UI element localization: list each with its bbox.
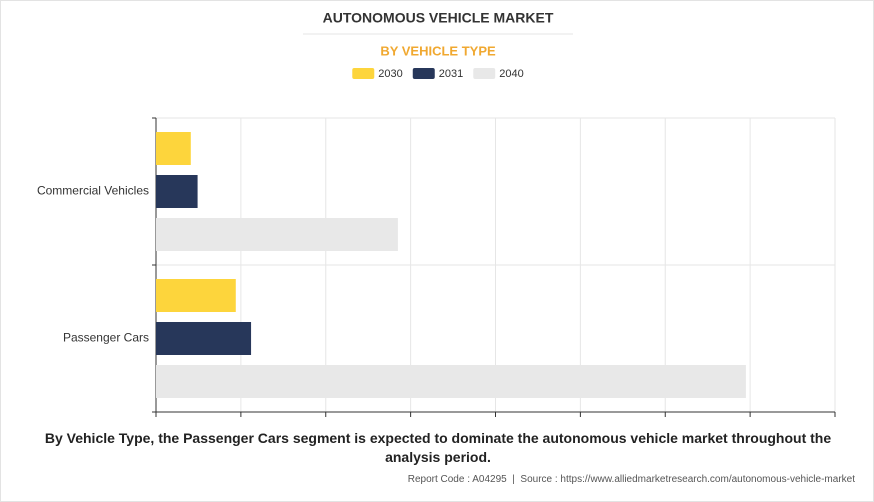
y-tick-label: Passenger Cars bbox=[63, 331, 149, 345]
bar bbox=[156, 218, 398, 251]
legend: 2030 2031 2040 bbox=[352, 68, 524, 80]
chart: AUTONOMOUS VEHICLE MARKET BY VEHICLE TYP… bbox=[37, 10, 836, 417]
chart-title: AUTONOMOUS VEHICLE MARKET bbox=[323, 10, 554, 26]
legend-swatch bbox=[473, 68, 496, 79]
legend-item: 2040 bbox=[473, 68, 524, 80]
footer: Report Code : A04295 | Source : https://… bbox=[407, 474, 855, 485]
legend-swatch bbox=[352, 68, 375, 79]
legend-label: 2040 bbox=[499, 68, 523, 80]
bar bbox=[156, 132, 191, 165]
legend-swatch bbox=[412, 68, 435, 79]
y-tick-label: Commercial Vehicles bbox=[37, 184, 149, 198]
legend-label: 2030 bbox=[378, 68, 402, 80]
bar bbox=[156, 279, 236, 312]
caption: By Vehicle Type, the Passenger Cars segm… bbox=[44, 430, 832, 465]
legend-label: 2031 bbox=[439, 68, 463, 80]
legend-item: 2031 bbox=[412, 68, 463, 80]
chart-subtitle: BY VEHICLE TYPE bbox=[380, 43, 496, 58]
bar bbox=[156, 365, 746, 398]
bar bbox=[156, 175, 198, 208]
legend-item: 2030 bbox=[352, 68, 403, 80]
bar bbox=[156, 322, 252, 355]
